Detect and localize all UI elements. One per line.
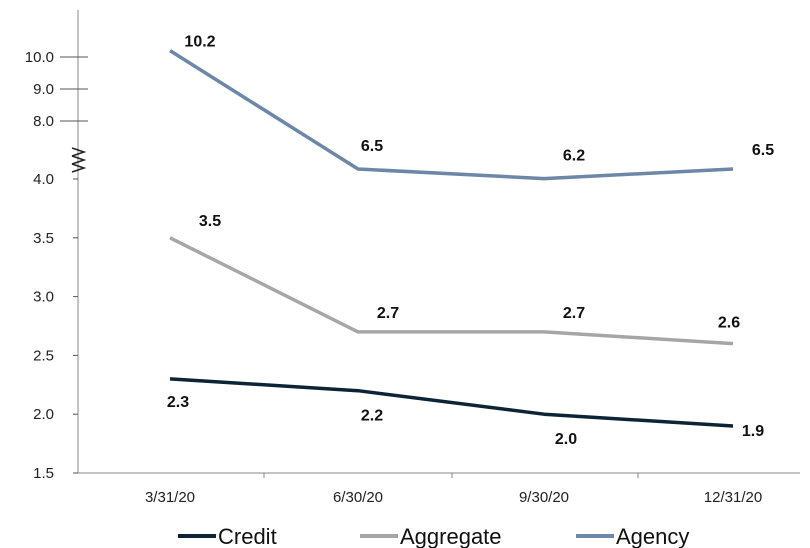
data-label-credit: 2.0	[555, 431, 577, 448]
data-label-aggregate: 2.6	[718, 315, 740, 332]
y-tick-label: 3.0	[33, 289, 54, 306]
x-axis-ticks: 3/31/20 6/30/20 9/30/20 12/31/20	[145, 473, 762, 506]
y-tick-label: 2.5	[33, 347, 54, 364]
axes	[71, 10, 800, 474]
y-tick-label: 2.0	[33, 406, 54, 423]
legend-label-credit: Credit	[218, 524, 277, 548]
axis-break-mark	[71, 147, 87, 157]
data-label-aggregate: 3.5	[199, 213, 221, 230]
series-line-agency	[169, 49, 734, 181]
data-label-aggregate: 2.7	[563, 305, 585, 322]
data-label-agency: 6.5	[361, 138, 383, 155]
axis-break-mark	[71, 155, 87, 165]
y-tick-label: 8.0	[33, 113, 54, 130]
legend-label-aggregate: Aggregate	[400, 524, 502, 548]
data-label-credit: 2.3	[167, 394, 189, 411]
data-label-credit: 2.2	[361, 408, 383, 425]
axis-break-mark	[71, 163, 87, 173]
x-tick-label: 12/31/20	[704, 489, 762, 506]
data-label-credit: 1.9	[742, 423, 764, 440]
y-tick-label: 10.0	[25, 49, 54, 66]
axis-break-icon	[71, 147, 87, 173]
series-line-credit	[169, 377, 734, 428]
y-tick-label: 9.0	[33, 81, 54, 98]
y-tick-label: 1.5	[33, 465, 54, 482]
data-label-agency: 6.2	[563, 148, 585, 165]
series-line-aggregate	[169, 236, 734, 346]
y-axis-ticks: 1.5 2.0 2.5 3.0 3.5 4.0 8.0 9.0 10.0	[25, 49, 88, 482]
legend-label-agency: Agency	[616, 524, 689, 548]
series-layer	[169, 49, 734, 428]
data-label-agency: 6.5	[752, 142, 774, 159]
y-tick-label: 3.5	[33, 230, 54, 247]
legend: Credit Aggregate Agency	[178, 524, 689, 548]
data-labels: 2.3 2.2 2.0 1.9 3.5 2.7 2.7 2.6 10.2 6.5 6.2 6.5	[167, 34, 774, 449]
y-tick-label: 4.0	[33, 171, 54, 188]
data-label-agency: 10.2	[184, 34, 215, 51]
x-tick-label: 9/30/20	[519, 489, 569, 506]
x-tick-label: 6/30/20	[333, 489, 383, 506]
x-tick-label: 3/31/20	[145, 489, 195, 506]
data-label-aggregate: 2.7	[377, 305, 399, 322]
